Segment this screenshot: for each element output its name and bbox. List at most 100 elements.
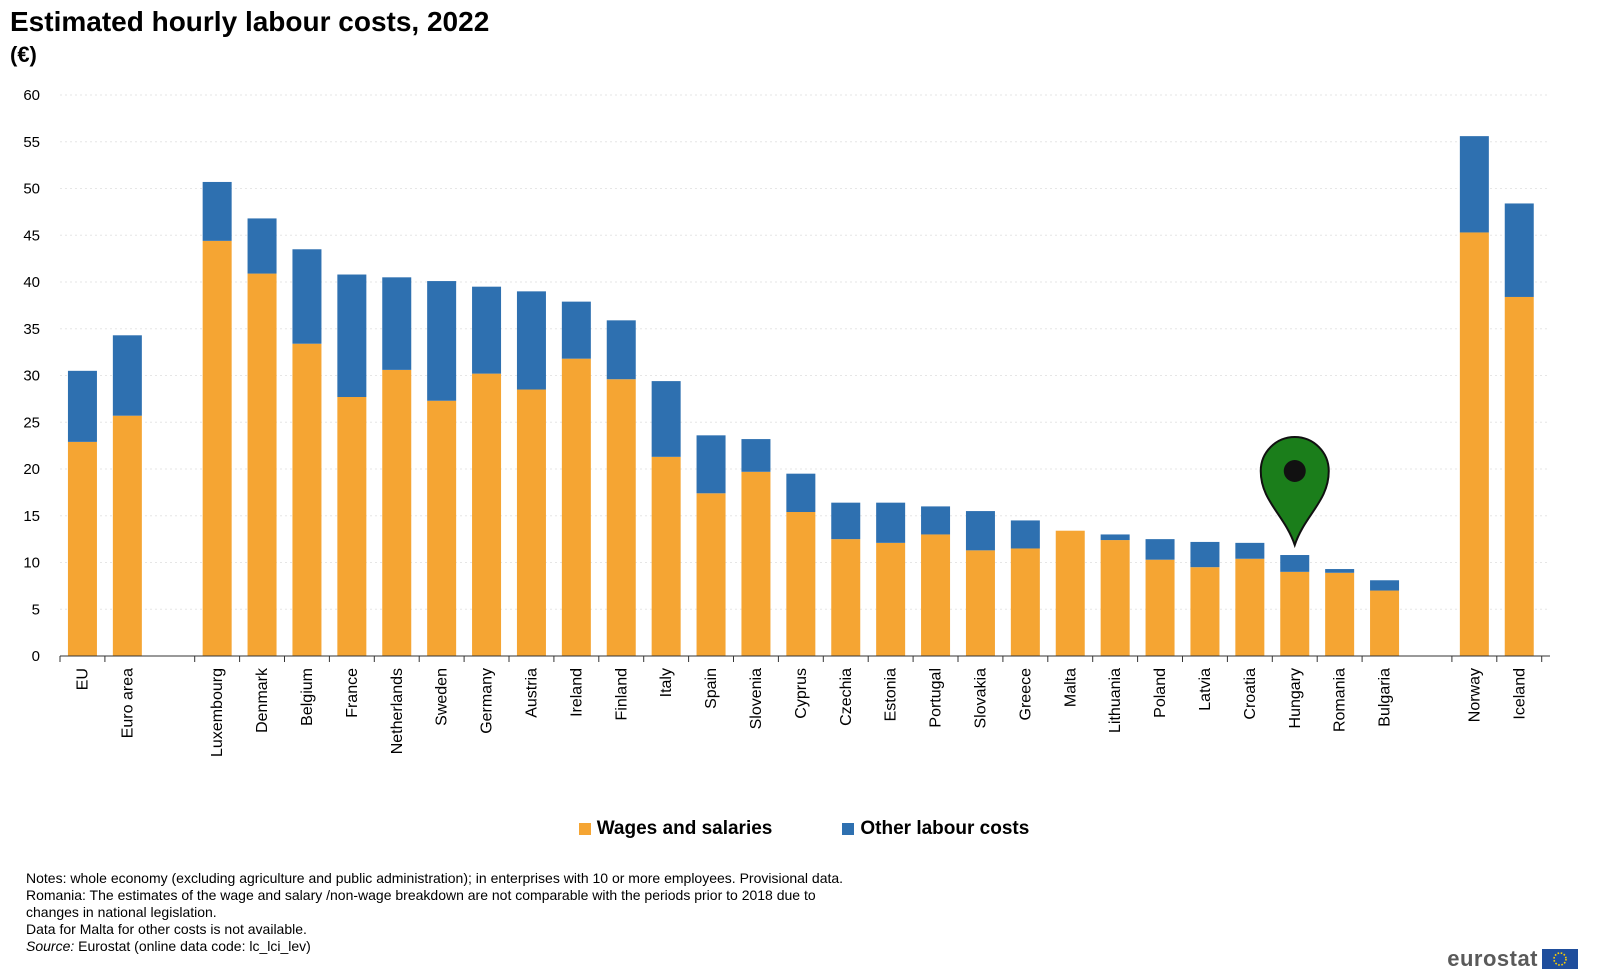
- bar-wages: [472, 373, 502, 656]
- x-tick-label: Spain: [703, 668, 720, 709]
- y-tick-label: 45: [23, 227, 40, 244]
- x-tick-label: Romania: [1332, 668, 1349, 732]
- legend-swatch-wages: [578, 823, 591, 835]
- legend: Wages and salaries Other labour costs: [0, 818, 1608, 840]
- y-tick-label: 25: [23, 414, 40, 431]
- x-tick-label: Greece: [1017, 668, 1034, 721]
- map-pin-body: [1259, 436, 1330, 549]
- chart-title: Estimated hourly labour costs, 2022: [10, 6, 490, 37]
- x-tick-label: Latvia: [1197, 668, 1214, 711]
- logo-text: eurostat: [1447, 946, 1538, 971]
- bar-wages: [606, 379, 636, 656]
- bar-other: [876, 502, 906, 543]
- eurostat-logo: eurostat: [1447, 946, 1578, 972]
- bar-other: [786, 473, 816, 513]
- x-tick-label: EU: [74, 668, 91, 690]
- bar-other: [741, 439, 771, 472]
- bar-other: [427, 281, 457, 401]
- bar-wages: [741, 471, 771, 656]
- bar-chart: 0 5 10 15 20 25 30 35 40 45 50 55 60 EU Euro area Luxem…: [23, 87, 1550, 757]
- bar-wages: [651, 456, 681, 656]
- bar-wages: [786, 512, 816, 656]
- bar-other: [202, 181, 232, 241]
- x-tick-label: Germany: [479, 668, 496, 734]
- bar-wages: [831, 539, 861, 656]
- bar-other: [1325, 569, 1355, 573]
- bar-wages: [1504, 296, 1534, 656]
- bar-wages: [1459, 232, 1489, 656]
- y-tick-label: 15: [23, 508, 40, 525]
- source-label: Source:: [26, 938, 75, 954]
- map-pin-dot: [1283, 460, 1306, 483]
- note-line: Romania: The estimates of the wage and s…: [26, 887, 816, 903]
- bar-other: [337, 274, 367, 398]
- x-tick-label: Slovenia: [748, 668, 765, 729]
- bar-other: [1504, 203, 1534, 297]
- bar-wages: [516, 389, 546, 656]
- bar-wages: [561, 358, 591, 656]
- legend-item-wages: Wages and salaries: [578, 818, 773, 840]
- bar-wages: [1280, 571, 1310, 656]
- x-tick-label: Estonia: [883, 668, 900, 721]
- bar-other: [606, 320, 636, 380]
- x-tick-label: Lithuania: [1107, 668, 1124, 733]
- note-line: Data for Malta for other costs is not av…: [26, 921, 307, 937]
- bar-other: [921, 506, 951, 535]
- map-pin-icon: [1259, 436, 1330, 549]
- bar-other: [1235, 542, 1265, 559]
- bar-wages: [1055, 530, 1085, 656]
- bar-wages: [921, 534, 951, 656]
- x-tick-label: Austria: [523, 668, 540, 718]
- bar-wages: [247, 273, 277, 656]
- bar-wages: [1100, 540, 1130, 656]
- bar-wages: [965, 550, 995, 656]
- x-tick-label: Iceland: [1511, 668, 1528, 720]
- bar-other: [1010, 520, 1040, 549]
- bar-wages: [202, 240, 232, 657]
- x-tick-label: Portugal: [928, 668, 945, 728]
- y-tick-label: 30: [23, 368, 40, 385]
- bar-other: [1370, 580, 1400, 591]
- bar-wages: [696, 493, 726, 656]
- y-tick-label: 60: [23, 87, 40, 104]
- x-tick-label: Luxembourg: [209, 668, 226, 757]
- bar-other: [112, 335, 142, 416]
- bar-other: [472, 286, 502, 374]
- bar-wages: [1370, 590, 1400, 656]
- bar-other: [1100, 534, 1130, 541]
- bar-other: [516, 291, 546, 390]
- y-tick-label: 40: [23, 274, 40, 291]
- bar-other: [1145, 539, 1175, 560]
- x-tick-label: Hungary: [1287, 668, 1304, 728]
- legend-item-other: Other labour costs: [842, 818, 1029, 840]
- bar-wages: [1235, 558, 1265, 656]
- legend-label-wages: Wages and salaries: [596, 818, 773, 839]
- bar-other: [292, 249, 322, 344]
- bar-wages: [1145, 559, 1175, 656]
- y-tick-label: 0: [32, 648, 40, 665]
- source-text: Eurostat (online data code: lc_lci_lev): [78, 938, 311, 954]
- bar-wages: [1325, 572, 1355, 656]
- x-tick-label: Finland: [613, 668, 630, 720]
- chart-notes: Notes: whole economy (excluding agricult…: [26, 870, 843, 955]
- x-tick-label: Poland: [1152, 668, 1169, 718]
- x-tick-label: Belgium: [299, 668, 316, 726]
- bar-other: [561, 301, 591, 359]
- bar-other: [1190, 541, 1220, 568]
- x-tick-label: Italy: [658, 668, 675, 697]
- bar-other: [382, 277, 412, 370]
- x-tick-label: Bulgaria: [1377, 668, 1394, 727]
- bar-wages: [382, 369, 412, 656]
- x-tick-label: Euro area: [119, 668, 136, 738]
- bar-other: [247, 218, 277, 274]
- y-tick-label: 20: [23, 461, 40, 478]
- bar-other: [651, 381, 681, 457]
- x-tick-label: Sweden: [434, 668, 451, 726]
- legend-label-other: Other labour costs: [860, 818, 1030, 839]
- bar-other: [1459, 136, 1489, 233]
- x-tick-label: Malta: [1062, 668, 1079, 707]
- x-tick-label: Cyprus: [793, 668, 810, 719]
- eu-flag-icon: [1542, 949, 1578, 969]
- bar-other: [965, 511, 995, 551]
- bar-other: [831, 502, 861, 540]
